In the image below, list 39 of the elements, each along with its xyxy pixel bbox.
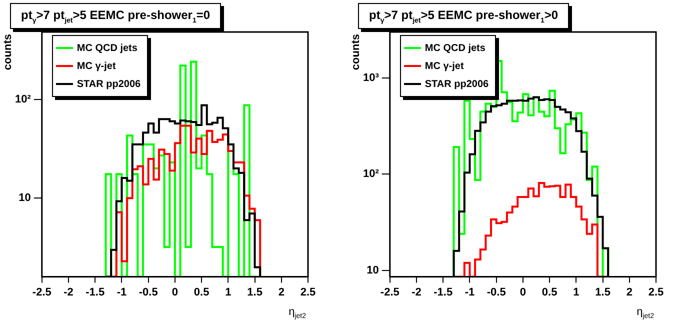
legend-label: STAR pp2006	[76, 78, 141, 90]
x-tick-label: 2.5	[648, 286, 664, 298]
legend-label: MC γ-jet	[76, 60, 116, 72]
x-tick-label: -2	[412, 286, 422, 298]
y-axis-title: counts	[2, 34, 14, 70]
x-axis-title: η$_{jet2}$	[636, 306, 654, 320]
x-tick-label: 1	[225, 286, 232, 298]
x-tick-label: -2	[64, 286, 74, 298]
x-tick-label: -2.5	[380, 286, 400, 298]
y-tick-label: 10	[366, 264, 379, 277]
y-tick-label: 10	[18, 192, 31, 204]
x-tick-label: 2	[278, 286, 284, 298]
x-tick-label: -1	[464, 286, 475, 298]
legend-label: MC QCD jets	[424, 42, 486, 54]
y-tick-label: 10²	[362, 168, 380, 180]
x-tick-label: 1.5	[247, 286, 262, 298]
x-tick-label: -1.5	[86, 286, 105, 298]
legend-label: STAR pp2006	[424, 78, 489, 90]
legend-label: MC QCD jets	[76, 42, 138, 54]
x-tick-label: 1.5	[595, 286, 610, 298]
x-tick-label: -0.5	[486, 286, 506, 298]
x-tick-label: 1	[573, 286, 580, 298]
x-tick-label: -1.5	[434, 286, 453, 298]
x-tick-label: 0.5	[542, 286, 558, 298]
x-tick-label: -2.5	[32, 286, 52, 298]
x-tick-label: 0	[172, 286, 178, 298]
chart-title: pt$_{γ}$>7 pt$_{jet}$>5 EEMC pre-shower$_{1}$>0	[358, 3, 570, 30]
x-tick-label: -0.5	[138, 286, 158, 298]
legend-label: MC γ-jet	[424, 60, 464, 72]
x-tick-label: -1	[116, 286, 127, 298]
x-tick-label: 0.5	[194, 286, 210, 298]
x-tick-label: 0	[520, 286, 526, 298]
y-tick-label: 10³	[362, 72, 380, 84]
x-tick-label: 2.5	[300, 286, 316, 298]
x-axis-title: η$_{jet2}$	[288, 306, 306, 320]
y-axis-title: counts	[350, 34, 362, 70]
chart-title: pt$_{γ}$>7 pt$_{jet}$>5 EEMC pre-shower$_{1}$=0	[10, 3, 222, 30]
y-tick-label: 10²	[14, 93, 32, 106]
x-tick-label: 2	[626, 286, 632, 298]
